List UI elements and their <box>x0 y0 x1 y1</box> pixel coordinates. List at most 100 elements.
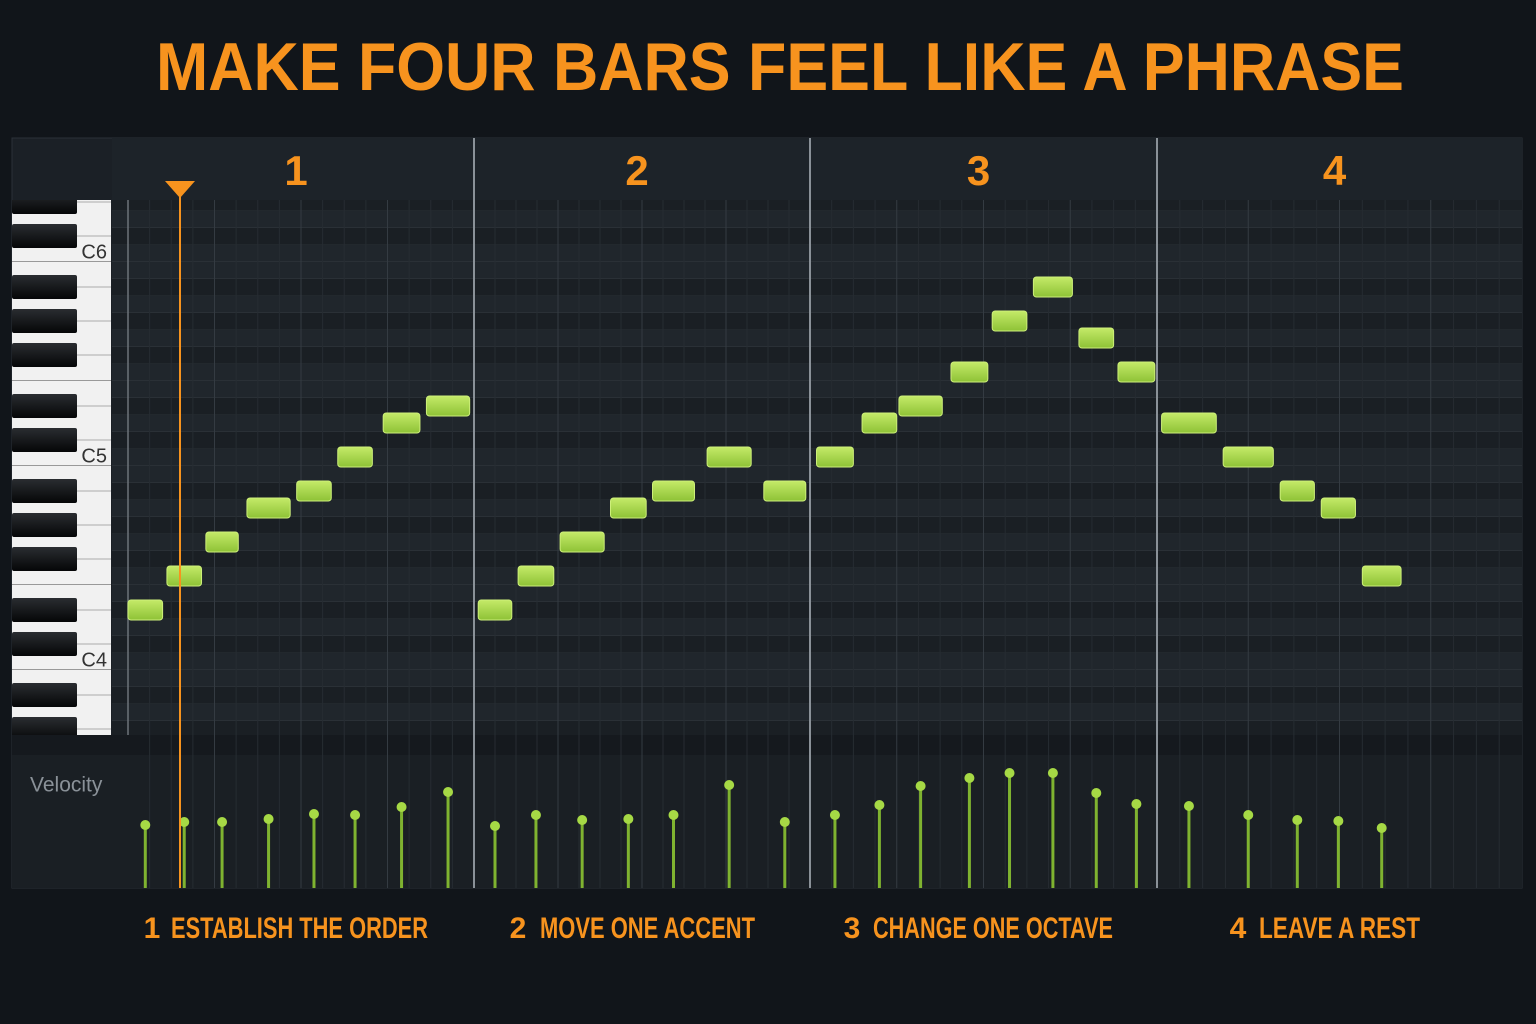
velocity-head <box>874 800 885 810</box>
velocity-head <box>350 810 361 820</box>
key-label: C4 <box>81 649 107 671</box>
velocity-head <box>530 810 541 820</box>
black-key-row <box>112 200 1522 211</box>
note <box>559 531 605 553</box>
note <box>517 565 555 587</box>
black-key <box>12 632 77 656</box>
black-key-row <box>112 550 1522 568</box>
playhead[interactable] <box>165 181 195 888</box>
note <box>816 446 854 468</box>
playhead-handle[interactable] <box>165 181 195 198</box>
black-key <box>12 394 77 418</box>
black-key-row <box>112 278 1522 296</box>
bar-number: 2 <box>625 147 648 194</box>
black-key <box>12 547 77 571</box>
black-key <box>12 224 77 248</box>
note <box>1320 497 1356 519</box>
caption-number: 3 <box>844 912 861 945</box>
velocity-head <box>1131 799 1142 809</box>
velocity-head <box>964 773 975 783</box>
velocity-head <box>724 780 735 790</box>
black-key <box>12 717 77 735</box>
velocity-head <box>829 810 840 820</box>
title: MAKE FOUR BARS FEEL LIKE A PHRASE <box>156 29 1404 105</box>
black-key-row <box>112 397 1522 415</box>
velocity-head <box>1183 801 1194 811</box>
note <box>127 599 164 621</box>
black-key-row <box>112 482 1522 500</box>
black-key-row <box>112 346 1522 364</box>
caption-number: 1 <box>144 912 161 945</box>
note <box>205 531 239 553</box>
bar-number: 4 <box>1323 147 1347 194</box>
velocity-head <box>443 787 454 797</box>
note <box>296 480 332 502</box>
note <box>477 599 513 621</box>
note <box>337 446 373 468</box>
note <box>1032 276 1073 298</box>
divider <box>12 735 1522 755</box>
velocity-head <box>396 802 407 812</box>
velocity-head <box>1376 823 1387 833</box>
velocity-head <box>668 810 679 820</box>
black-key <box>12 275 77 299</box>
note <box>1361 565 1402 587</box>
black-key-row <box>112 227 1522 245</box>
velocity-lane <box>12 755 1522 888</box>
note <box>425 395 471 417</box>
velocity-head <box>577 815 588 825</box>
note <box>861 412 898 434</box>
velocity-head <box>1292 815 1303 825</box>
velocity-head <box>1004 768 1015 778</box>
velocity-head <box>1091 788 1102 798</box>
bar-number: 1 <box>284 147 307 194</box>
caption: LEAVE A REST <box>1259 912 1420 945</box>
note <box>1078 327 1115 349</box>
note <box>1117 361 1156 383</box>
caption: MOVE ONE ACCENT <box>540 912 755 945</box>
black-key <box>12 309 77 333</box>
note <box>1161 412 1217 434</box>
black-key-row <box>112 312 1522 330</box>
note <box>763 480 807 502</box>
black-key-row <box>112 601 1522 619</box>
velocity-head <box>623 814 634 824</box>
note <box>706 446 752 468</box>
note <box>950 361 989 383</box>
black-key <box>12 428 77 452</box>
key-label: C5 <box>81 445 107 467</box>
velocity-head <box>915 781 926 791</box>
black-key <box>12 479 77 503</box>
bar-header <box>112 138 1522 200</box>
velocity-head <box>263 814 274 824</box>
black-key <box>12 513 77 537</box>
black-key <box>12 343 77 367</box>
black-key-row <box>112 431 1522 449</box>
velocity-head <box>217 817 228 827</box>
velocity-label: Velocity <box>30 774 103 797</box>
note <box>1222 446 1274 468</box>
velocity-head <box>490 821 500 831</box>
black-key-row <box>112 686 1522 704</box>
note <box>991 310 1028 332</box>
velocity-head <box>179 817 190 827</box>
black-key <box>12 598 77 622</box>
black-key <box>12 200 77 214</box>
caption: CHANGE ONE OCTAVE <box>873 912 1113 945</box>
note <box>652 480 695 502</box>
caption: ESTABLISH THE ORDER <box>171 912 428 945</box>
notes <box>127 276 1402 888</box>
bar-number: 3 <box>967 147 990 194</box>
note <box>382 412 421 434</box>
caption-number: 4 <box>1230 912 1247 945</box>
note <box>166 565 203 587</box>
black-key-row <box>112 720 1522 735</box>
black-key-row <box>112 516 1522 534</box>
note <box>898 395 943 417</box>
velocity-head <box>1333 816 1344 826</box>
key-label: C6 <box>81 241 107 263</box>
note <box>610 497 647 519</box>
black-key-row <box>112 635 1522 653</box>
